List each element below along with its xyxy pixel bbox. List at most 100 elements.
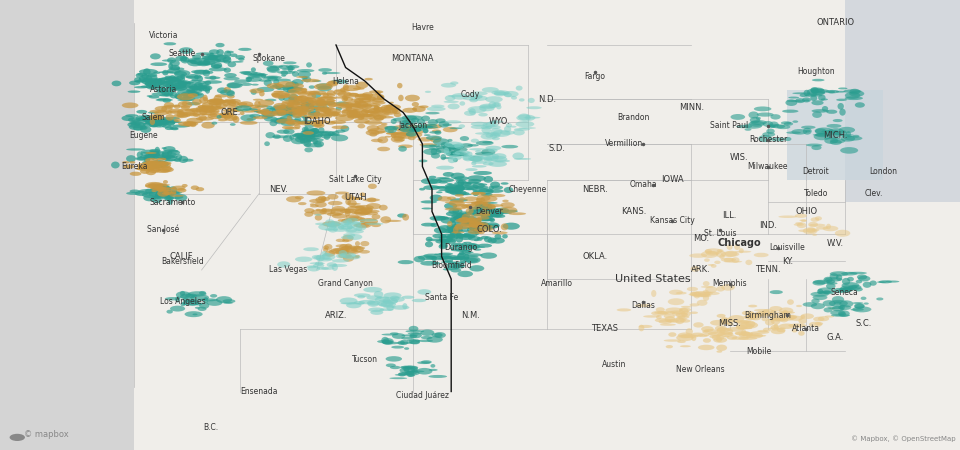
Ellipse shape	[169, 127, 179, 130]
Ellipse shape	[789, 316, 804, 321]
Ellipse shape	[382, 108, 398, 113]
Ellipse shape	[703, 338, 711, 343]
Ellipse shape	[351, 109, 358, 115]
Ellipse shape	[854, 304, 865, 309]
Ellipse shape	[335, 192, 349, 194]
Ellipse shape	[444, 207, 462, 211]
Ellipse shape	[341, 302, 359, 305]
Ellipse shape	[746, 333, 763, 338]
Ellipse shape	[211, 62, 222, 68]
Ellipse shape	[385, 126, 397, 133]
Ellipse shape	[771, 318, 780, 324]
Ellipse shape	[156, 185, 164, 192]
Ellipse shape	[151, 188, 156, 191]
Ellipse shape	[203, 58, 215, 59]
Ellipse shape	[252, 116, 268, 119]
Ellipse shape	[291, 106, 309, 112]
Ellipse shape	[294, 95, 309, 103]
Ellipse shape	[297, 69, 315, 72]
Ellipse shape	[420, 336, 432, 339]
Ellipse shape	[272, 135, 289, 138]
Ellipse shape	[199, 108, 212, 115]
Ellipse shape	[654, 311, 670, 314]
Ellipse shape	[280, 96, 286, 98]
Ellipse shape	[698, 293, 710, 296]
Ellipse shape	[482, 141, 492, 144]
Ellipse shape	[444, 203, 457, 209]
Ellipse shape	[169, 195, 183, 199]
Ellipse shape	[852, 135, 859, 138]
Ellipse shape	[335, 115, 354, 121]
Ellipse shape	[479, 209, 492, 215]
Text: W.V.: W.V.	[827, 238, 844, 248]
Ellipse shape	[348, 114, 360, 119]
Ellipse shape	[151, 197, 159, 199]
Ellipse shape	[729, 315, 745, 322]
Ellipse shape	[211, 122, 217, 125]
Ellipse shape	[324, 121, 336, 125]
Ellipse shape	[732, 336, 749, 340]
Ellipse shape	[181, 102, 187, 105]
Ellipse shape	[295, 136, 313, 143]
Ellipse shape	[305, 98, 324, 101]
Text: Santa Fe: Santa Fe	[425, 292, 458, 302]
Ellipse shape	[185, 293, 197, 298]
Ellipse shape	[157, 80, 162, 86]
Ellipse shape	[136, 166, 156, 171]
Ellipse shape	[308, 134, 322, 140]
Ellipse shape	[140, 114, 150, 122]
Ellipse shape	[134, 191, 148, 196]
Ellipse shape	[218, 119, 228, 122]
Ellipse shape	[808, 222, 818, 227]
Ellipse shape	[131, 119, 144, 122]
Ellipse shape	[146, 121, 164, 124]
Ellipse shape	[439, 181, 447, 184]
Ellipse shape	[763, 328, 771, 332]
Ellipse shape	[285, 81, 299, 88]
Ellipse shape	[229, 54, 237, 57]
Ellipse shape	[343, 85, 361, 91]
Text: Denver: Denver	[476, 207, 503, 216]
Ellipse shape	[276, 117, 289, 123]
Ellipse shape	[309, 90, 326, 95]
Ellipse shape	[698, 345, 714, 350]
Ellipse shape	[298, 121, 314, 125]
Ellipse shape	[161, 192, 180, 195]
Ellipse shape	[394, 139, 405, 141]
Ellipse shape	[857, 274, 867, 279]
Ellipse shape	[451, 231, 465, 234]
Ellipse shape	[162, 151, 169, 158]
Ellipse shape	[721, 258, 736, 262]
Ellipse shape	[444, 144, 452, 146]
Ellipse shape	[716, 251, 726, 257]
Ellipse shape	[468, 219, 477, 224]
Ellipse shape	[125, 114, 138, 117]
Ellipse shape	[689, 303, 700, 306]
Ellipse shape	[477, 208, 493, 213]
Ellipse shape	[298, 114, 304, 116]
Ellipse shape	[429, 257, 448, 260]
Ellipse shape	[202, 102, 213, 109]
Ellipse shape	[846, 131, 851, 137]
Text: MONTANA: MONTANA	[392, 54, 434, 63]
Ellipse shape	[405, 132, 422, 138]
Ellipse shape	[293, 114, 302, 118]
Ellipse shape	[690, 266, 700, 272]
Ellipse shape	[192, 58, 204, 60]
Ellipse shape	[275, 108, 292, 112]
Ellipse shape	[488, 205, 496, 209]
Ellipse shape	[346, 101, 361, 104]
Ellipse shape	[267, 67, 279, 73]
Ellipse shape	[335, 104, 346, 106]
Ellipse shape	[304, 147, 313, 153]
Ellipse shape	[809, 322, 822, 327]
Ellipse shape	[332, 214, 348, 219]
Ellipse shape	[386, 132, 399, 135]
Ellipse shape	[676, 334, 694, 341]
Ellipse shape	[159, 88, 165, 93]
Ellipse shape	[449, 190, 467, 196]
Ellipse shape	[339, 102, 353, 108]
Ellipse shape	[353, 301, 365, 305]
Ellipse shape	[292, 71, 299, 77]
Ellipse shape	[156, 162, 171, 169]
